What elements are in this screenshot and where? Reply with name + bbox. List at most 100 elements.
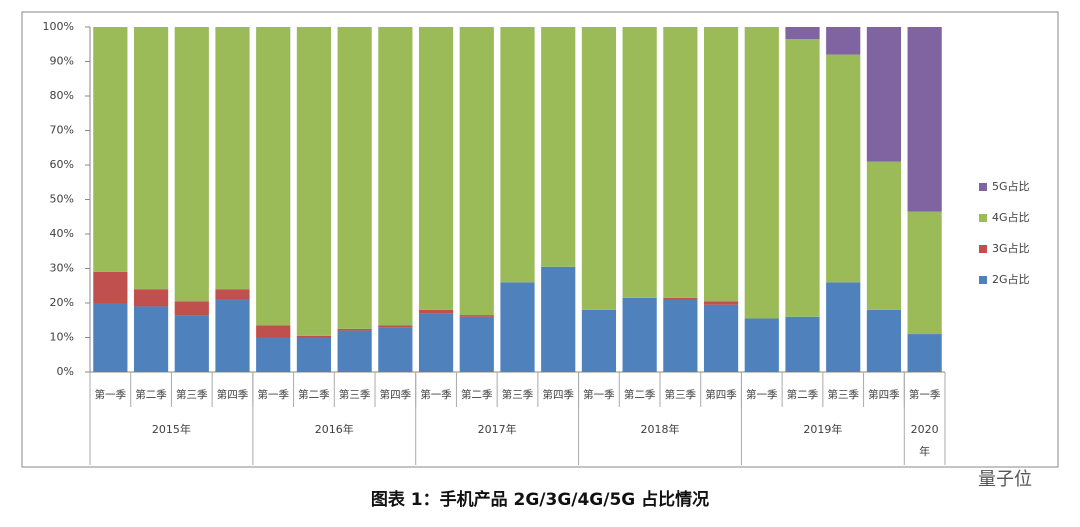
y-tick-label: 100%: [43, 20, 74, 33]
y-tick-label: 50%: [50, 193, 74, 206]
x-tick-label: 第一季: [420, 388, 452, 401]
bar-segment: [296, 27, 332, 336]
legend-swatch: [979, 183, 987, 191]
bar-segment: [622, 297, 657, 372]
bar-segment: [541, 27, 576, 267]
bar-segment: [663, 299, 698, 372]
x-tick-label: 第二季: [461, 388, 493, 401]
bar-segment: [663, 297, 698, 300]
bar-segment: [174, 315, 209, 372]
x-tick-label: 第三季: [176, 388, 208, 401]
bar-segment: [378, 327, 413, 372]
bar-segment: [174, 27, 209, 302]
bar-segment: [500, 27, 535, 283]
bar-segment: [133, 27, 169, 290]
bar-segment: [785, 27, 820, 40]
x-tick-label: 第一季: [257, 388, 289, 401]
group-label: 2017年: [478, 422, 517, 436]
bar-segment: [663, 27, 698, 298]
bar-segment: [93, 27, 128, 272]
bar-segment: [622, 27, 657, 298]
x-tick-label: 第一季: [583, 388, 615, 401]
y-tick-label: 20%: [50, 296, 74, 309]
x-tick-label: 第一季: [95, 388, 127, 401]
bar-segment: [418, 27, 454, 310]
y-tick-label: 10%: [50, 331, 74, 344]
y-tick-label: 90%: [50, 55, 74, 68]
y-tick-label: 60%: [50, 158, 74, 171]
legend-swatch: [979, 214, 987, 222]
watermark: 量子位: [978, 469, 1032, 490]
y-tick-label: 70%: [50, 124, 74, 137]
x-tick-label: 第三季: [665, 388, 697, 401]
bar-segment: [296, 337, 332, 372]
bar-segment: [215, 299, 250, 372]
bar-segment: [866, 27, 902, 162]
y-tick-label: 30%: [50, 262, 74, 275]
bar-segment: [703, 301, 739, 305]
group-label: 2020 年: [911, 423, 939, 458]
bar-segment: [337, 330, 372, 372]
group-label: 2019年: [803, 422, 842, 436]
x-tick-label: 第四季: [705, 388, 737, 401]
bar-segment: [459, 315, 494, 317]
bar-segment: [459, 316, 494, 372]
x-tick-label: 第一季: [746, 388, 778, 401]
bar-segment: [581, 309, 617, 372]
bar-segment: [541, 266, 576, 372]
bar-segment: [93, 271, 128, 303]
bar-segment: [785, 316, 820, 372]
x-tick-label: 第三季: [827, 388, 859, 401]
bar-segment: [866, 309, 902, 372]
bar-segment: [866, 161, 902, 310]
bar-segment: [744, 318, 779, 372]
y-tick-label: 80%: [50, 89, 74, 102]
bar-segment: [215, 27, 250, 290]
bar-segment: [93, 303, 128, 372]
legend-label: 5G占比: [992, 179, 1030, 193]
x-tick-label: 第二季: [135, 388, 167, 401]
bar-segment: [256, 27, 291, 326]
x-tick-label: 第三季: [502, 388, 534, 401]
x-tick-label: 第四季: [380, 388, 412, 401]
bar-segment: [459, 27, 494, 316]
x-tick-label: 第四季: [868, 388, 900, 401]
y-tick-label: 40%: [50, 227, 74, 240]
y-tick-label: 0%: [57, 365, 74, 378]
x-tick-label: 第一季: [909, 388, 941, 401]
group-label: 2018年: [641, 422, 680, 436]
legend-swatch: [979, 276, 987, 284]
bar-segment: [378, 325, 413, 328]
legend-swatch: [979, 245, 987, 253]
bar-segment: [256, 325, 291, 338]
bar-segment: [907, 211, 942, 335]
group-label: 2015年: [152, 422, 191, 436]
group-label: 2016年: [315, 422, 354, 436]
bar-segment: [378, 27, 413, 326]
bar-segment: [907, 334, 942, 372]
legend-label: 2G占比: [992, 272, 1030, 286]
bar-segment: [703, 27, 739, 302]
x-tick-label: 第二季: [624, 388, 656, 401]
bar-segment: [133, 306, 169, 372]
bar-segment: [907, 27, 942, 212]
bar-segment: [174, 301, 209, 316]
bar-segment: [418, 313, 454, 372]
bar-segment: [744, 27, 779, 319]
x-tick-label: 第四季: [542, 388, 574, 401]
bar-segment: [703, 304, 739, 372]
bar-segment: [500, 282, 535, 372]
x-tick-label: 第四季: [217, 388, 249, 401]
legend-label: 3G占比: [992, 241, 1030, 255]
x-tick-label: 第二季: [298, 388, 330, 401]
x-tick-label: 第二季: [787, 388, 819, 401]
legend-label: 4G占比: [992, 210, 1030, 224]
bar-segment: [256, 337, 291, 372]
bar-segment: [418, 309, 454, 314]
bar-segment: [826, 54, 861, 283]
bar-segment: [296, 335, 332, 338]
bar-segment: [337, 328, 372, 331]
bar-segment: [133, 289, 169, 307]
bar-segment: [826, 27, 861, 55]
